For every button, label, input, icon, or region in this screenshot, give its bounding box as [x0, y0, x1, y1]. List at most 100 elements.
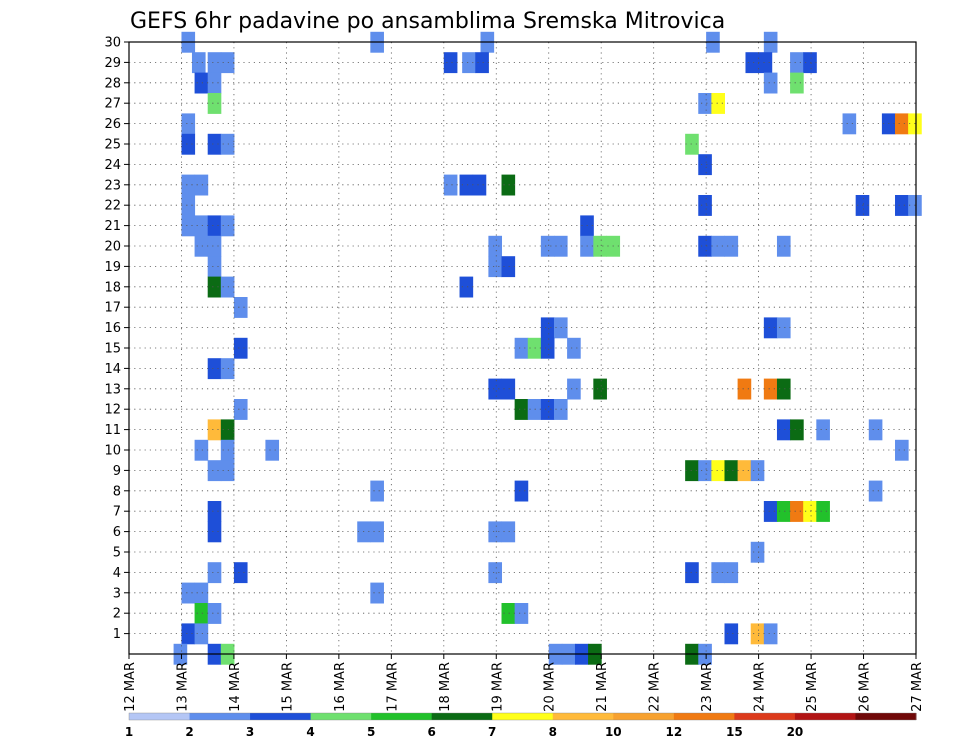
- heatmap-cell: [514, 480, 529, 502]
- colorbar-label: 1: [125, 725, 133, 739]
- y-tick-label: 30: [104, 36, 121, 51]
- heatmap-cell: [194, 235, 209, 257]
- heatmap-cell: [207, 215, 222, 237]
- y-tick-label: 12: [104, 403, 121, 418]
- heatmap-cell: [776, 378, 791, 400]
- heatmap-cell: [370, 582, 384, 604]
- y-tick-label: 17: [104, 301, 121, 316]
- heatmap-cell: [194, 439, 209, 461]
- heatmap-cell: [711, 235, 725, 257]
- heatmap-cell: [776, 419, 791, 441]
- colorbar-label: 20: [787, 725, 804, 739]
- heatmap-cell: [501, 256, 516, 278]
- heatmap-cell: [370, 521, 384, 543]
- heatmap-cell: [220, 439, 235, 461]
- heatmap-cell: [698, 460, 712, 482]
- y-tick-label: 26: [104, 117, 121, 132]
- heatmap-cell: [265, 439, 280, 461]
- y-tick-label: 9: [113, 464, 121, 479]
- y-tick-label: 6: [113, 525, 121, 540]
- heatmap-cell: [724, 562, 739, 584]
- heatmap-cell: [233, 562, 248, 584]
- heatmap-cell: [803, 501, 817, 522]
- colorbar-segment: [371, 713, 433, 720]
- heatmap-cell: [488, 521, 503, 543]
- heatmap-cell: [501, 378, 516, 400]
- y-tick-label: 13: [104, 382, 121, 397]
- x-tick-label: 25 MAR: [805, 662, 820, 712]
- heatmap-cell: [181, 623, 196, 645]
- heatmap-cell: [514, 399, 529, 420]
- heatmap-cell: [724, 460, 739, 482]
- heatmap-cell: [194, 174, 209, 196]
- heatmap-cell: [194, 215, 209, 237]
- y-tick-label: 18: [104, 280, 121, 295]
- heatmap-cell: [181, 133, 196, 155]
- heatmap-cell: [501, 603, 516, 624]
- heatmap-cell: [194, 603, 209, 624]
- heatmap-cell: [488, 562, 503, 584]
- heatmap-cell: [194, 623, 209, 645]
- heatmap-cell: [540, 399, 555, 420]
- heatmap-cell: [207, 93, 222, 114]
- heatmap-cell: [233, 337, 248, 359]
- heatmap-cell: [868, 480, 883, 502]
- y-tick-label: 14: [104, 362, 121, 377]
- heatmap-cell: [540, 235, 555, 257]
- heatmap-cell: [842, 113, 857, 135]
- colorbar-label: 4: [306, 725, 314, 739]
- heatmap-cell: [527, 399, 542, 420]
- heatmap-cell: [593, 378, 607, 400]
- heatmap-cell: [540, 337, 555, 359]
- heatmap-cell: [181, 195, 196, 216]
- y-tick-label: 3: [113, 586, 121, 601]
- heatmap-cell: [816, 501, 830, 522]
- colorbar-label: 3: [246, 725, 254, 739]
- heatmap-cell: [220, 276, 235, 298]
- heatmap-cell: [207, 460, 222, 482]
- colorbar-segment: [673, 713, 735, 720]
- colorbar-frame: [128, 712, 917, 721]
- heatmap-cell: [207, 603, 222, 624]
- x-axis: 12 MAR 13 MAR 14 MAR 15 MAR 16 MAR 17 MAR 18 M…: [123, 654, 925, 712]
- heatmap-cell: [698, 154, 712, 176]
- heatmap-cell: [567, 337, 581, 359]
- heatmap-cell: [895, 439, 909, 461]
- heatmap-cell: [220, 358, 235, 380]
- y-axis: 1234567891011121314151617181920212223242…: [104, 36, 129, 642]
- colorbar-label: 2: [185, 725, 193, 739]
- x-tick-label: 22 MAR: [648, 662, 663, 712]
- x-tick-label: 18 MAR: [438, 662, 453, 712]
- colorbar-segment: [129, 713, 191, 720]
- heatmap-cell: [207, 358, 222, 380]
- y-tick-label: 20: [104, 240, 121, 255]
- heatmap-cell: [220, 419, 235, 441]
- heatmap-cell: [750, 460, 765, 482]
- heatmap-cell: [194, 582, 209, 604]
- y-tick-label: 8: [113, 484, 121, 499]
- x-tick-label: 15 MAR: [280, 662, 295, 712]
- heatmap-cell: [685, 133, 699, 155]
- heatmap-cell: [207, 256, 222, 278]
- x-tick-label: 14 MAR: [228, 662, 243, 712]
- heatmap-cell: [685, 562, 699, 584]
- heatmap-cell: [233, 399, 248, 420]
- colorbar-segment: [431, 713, 493, 720]
- heatmap-cell: [724, 623, 739, 645]
- heatmap-cell: [220, 133, 235, 155]
- heatmap-cell: [868, 419, 883, 441]
- heatmap-cell: [488, 378, 503, 400]
- heatmap-cell: [514, 603, 529, 624]
- heatmap-cell: [758, 52, 773, 74]
- heatmap-cell: [501, 521, 516, 543]
- heatmap-cell: [207, 72, 222, 94]
- y-tick-label: 7: [113, 505, 121, 520]
- heatmap-cell: [895, 195, 909, 216]
- heatmap-cell: [711, 460, 725, 482]
- heatmap-cell: [816, 419, 830, 441]
- colorbar-label: 12: [665, 725, 682, 739]
- heatmap-cell: [763, 623, 778, 645]
- heatmap-cell: [207, 419, 222, 441]
- y-tick-label: 24: [104, 158, 121, 173]
- heatmap-cell: [737, 378, 752, 400]
